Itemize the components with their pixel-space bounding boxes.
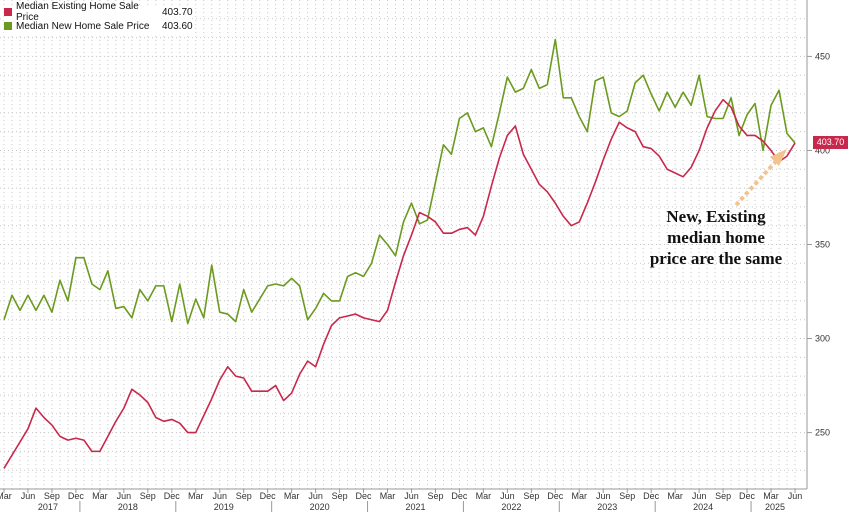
existing-price-line xyxy=(3,98,796,469)
x-tick-label-month: Sep xyxy=(332,491,348,501)
x-tick-label-month: Dec xyxy=(68,491,85,501)
x-tick-label-year: 2017 xyxy=(38,502,58,512)
x-tick-label-month: Jun xyxy=(500,491,515,501)
legend-swatch-new xyxy=(4,22,12,30)
legend-value-existing: 403.70 xyxy=(162,6,193,18)
x-tick-label-month: Dec xyxy=(643,491,660,501)
y-tick-label: 350 xyxy=(815,240,830,250)
x-tick-label-month: Mar xyxy=(572,491,588,501)
x-tick-label-year: 2021 xyxy=(405,502,425,512)
y-tick-label: 450 xyxy=(815,51,830,61)
x-tick-label-month: Jun xyxy=(404,491,419,501)
x-tick-label-month: Dec xyxy=(547,491,564,501)
x-tick-label-month: Sep xyxy=(44,491,60,501)
annotation-line-3: price are the same xyxy=(649,249,783,268)
x-tick-label-month: Mar xyxy=(476,491,492,501)
x-tick-label-month: Dec xyxy=(739,491,756,501)
x-tick-label-year: 2020 xyxy=(310,502,330,512)
x-tick-label-month: Dec xyxy=(260,491,277,501)
x-tick-label-month: Dec xyxy=(356,491,373,501)
x-tick-label-month: Mar xyxy=(92,491,108,501)
x-tick-label-month: Jun xyxy=(21,491,36,501)
y-tick-label: 300 xyxy=(815,334,830,344)
last-value-tag: 403.70 xyxy=(813,136,848,149)
x-tick-label-year: 2024 xyxy=(693,502,713,512)
x-tick-label-year: 2025 xyxy=(765,502,785,512)
annotation-arrow-head xyxy=(770,149,787,166)
new-price-line xyxy=(3,38,796,325)
x-tick-label-year: 2018 xyxy=(118,502,138,512)
x-tick-label-month: Mar xyxy=(380,491,396,501)
annotation-line-1: New, Existing xyxy=(666,207,766,226)
annotation-text: New, Existing median home price are the … xyxy=(618,206,814,269)
legend-item-existing: Median Existing Home Sale Price 403.70 xyxy=(4,1,193,23)
x-tick-label-month: Jun xyxy=(788,491,803,501)
legend-label-new: Median New Home Sale Price xyxy=(16,20,150,32)
x-tick-label-month: Jun xyxy=(692,491,707,501)
x-tick-label-month: Dec xyxy=(164,491,181,501)
annotation-line-2: median home xyxy=(667,228,765,247)
legend: Median Existing Home Sale Price 403.70 M… xyxy=(4,1,193,33)
x-tick-label-month: Mar xyxy=(763,491,779,501)
x-tick-label-month: Mar xyxy=(0,491,12,501)
x-tick-label-month: Mar xyxy=(284,491,300,501)
x-tick-label-year: 2022 xyxy=(501,502,521,512)
x-tick-label-year: 2023 xyxy=(597,502,617,512)
x-tick-label-month: Sep xyxy=(715,491,731,501)
legend-swatch-existing xyxy=(4,8,12,16)
x-tick-label-month: Jun xyxy=(308,491,323,501)
x-tick-label-month: Mar xyxy=(667,491,683,501)
x-axis-ticks: Mar Jun Sep Dec Mar Jun Sep Dec Mar Jun Sep Dec Mar J… xyxy=(0,489,802,512)
x-tick-label-month: Jun xyxy=(117,491,132,501)
x-tick-label-year: 2019 xyxy=(214,502,234,512)
legend-label-existing: Median Existing Home Sale Price xyxy=(16,1,139,23)
x-tick-label-month: Sep xyxy=(140,491,156,501)
x-tick-label-month: Jun xyxy=(212,491,227,501)
x-tick-label-month: Sep xyxy=(236,491,252,501)
legend-value-new: 403.60 xyxy=(162,20,193,32)
annotation-arrow-shaft xyxy=(734,155,782,207)
x-tick-label-month: Mar xyxy=(188,491,204,501)
x-tick-label-month: Sep xyxy=(523,491,539,501)
y-axis-ticks: 250 300 350 400 450 xyxy=(807,51,830,438)
x-tick-label-month: Jun xyxy=(596,491,611,501)
x-tick-label-month: Dec xyxy=(451,491,468,501)
series-lines xyxy=(3,38,796,469)
annotation-arrow xyxy=(734,149,787,207)
y-tick-label: 400 xyxy=(815,145,830,155)
x-tick-label-month: Sep xyxy=(619,491,635,501)
x-tick-label-month: Sep xyxy=(427,491,443,501)
legend-item-new: Median New Home Sale Price 403.60 xyxy=(4,19,193,33)
y-tick-label: 250 xyxy=(815,428,830,438)
